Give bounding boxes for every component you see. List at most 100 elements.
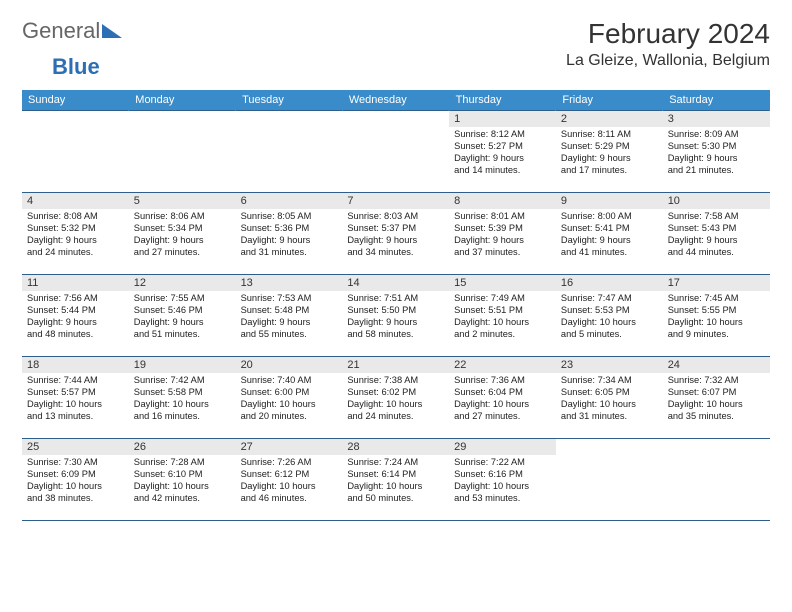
calendar-day-cell: 21Sunrise: 7:38 AMSunset: 6:02 PMDayligh…	[342, 357, 449, 439]
day-detail-line: Sunrise: 8:11 AM	[561, 129, 658, 141]
day-details: Sunrise: 8:01 AMSunset: 5:39 PMDaylight:…	[449, 209, 556, 261]
day-detail-line: Sunrise: 7:55 AM	[134, 293, 231, 305]
day-number: 17	[663, 275, 770, 291]
day-details: Sunrise: 7:42 AMSunset: 5:58 PMDaylight:…	[129, 373, 236, 425]
day-detail-line: Daylight: 9 hours	[668, 153, 765, 165]
calendar-day-cell: 20Sunrise: 7:40 AMSunset: 6:00 PMDayligh…	[236, 357, 343, 439]
day-detail-line: Sunset: 5:53 PM	[561, 305, 658, 317]
day-detail-line: and 41 minutes.	[561, 247, 658, 259]
calendar-week-row: 1Sunrise: 8:12 AMSunset: 5:27 PMDaylight…	[22, 111, 770, 193]
day-details: Sunrise: 7:26 AMSunset: 6:12 PMDaylight:…	[236, 455, 343, 507]
weekday-header: Tuesday	[236, 90, 343, 111]
day-detail-line: Daylight: 9 hours	[241, 317, 338, 329]
day-detail-line: Sunrise: 7:26 AM	[241, 457, 338, 469]
calendar-day-cell: 4Sunrise: 8:08 AMSunset: 5:32 PMDaylight…	[22, 193, 129, 275]
day-detail-line: Sunrise: 7:45 AM	[668, 293, 765, 305]
day-detail-line: Sunset: 5:37 PM	[347, 223, 444, 235]
day-detail-line: Sunset: 5:44 PM	[27, 305, 124, 317]
weekday-header: Saturday	[663, 90, 770, 111]
day-detail-line: and 31 minutes.	[561, 411, 658, 423]
day-detail-line: and 31 minutes.	[241, 247, 338, 259]
day-detail-line: Sunrise: 8:01 AM	[454, 211, 551, 223]
day-number: 5	[129, 193, 236, 209]
logo-triangle-icon	[102, 18, 122, 44]
calendar-day-cell: 5Sunrise: 8:06 AMSunset: 5:34 PMDaylight…	[129, 193, 236, 275]
calendar-day-cell: 17Sunrise: 7:45 AMSunset: 5:55 PMDayligh…	[663, 275, 770, 357]
calendar-day-cell: 11Sunrise: 7:56 AMSunset: 5:44 PMDayligh…	[22, 275, 129, 357]
day-number: 29	[449, 439, 556, 455]
calendar-day-cell	[129, 111, 236, 193]
day-detail-line: Sunset: 5:51 PM	[454, 305, 551, 317]
day-detail-line: and 24 minutes.	[27, 247, 124, 259]
day-number: 27	[236, 439, 343, 455]
day-detail-line: Sunrise: 8:03 AM	[347, 211, 444, 223]
day-detail-line: Sunset: 5:41 PM	[561, 223, 658, 235]
day-detail-line: and 9 minutes.	[668, 329, 765, 341]
day-detail-line: Sunset: 5:36 PM	[241, 223, 338, 235]
day-detail-line: Sunrise: 7:42 AM	[134, 375, 231, 387]
day-detail-line: Daylight: 10 hours	[454, 399, 551, 411]
day-number: 4	[22, 193, 129, 209]
day-detail-line: Sunrise: 7:32 AM	[668, 375, 765, 387]
calendar-day-cell: 13Sunrise: 7:53 AMSunset: 5:48 PMDayligh…	[236, 275, 343, 357]
weekday-header-row: Sunday Monday Tuesday Wednesday Thursday…	[22, 90, 770, 111]
day-detail-line: and 58 minutes.	[347, 329, 444, 341]
day-details: Sunrise: 7:56 AMSunset: 5:44 PMDaylight:…	[22, 291, 129, 343]
day-details: Sunrise: 8:00 AMSunset: 5:41 PMDaylight:…	[556, 209, 663, 261]
day-detail-line: and 38 minutes.	[27, 493, 124, 505]
day-detail-line: Sunset: 5:46 PM	[134, 305, 231, 317]
day-detail-line: Sunrise: 7:30 AM	[27, 457, 124, 469]
day-detail-line: Daylight: 9 hours	[134, 235, 231, 247]
calendar-day-cell: 28Sunrise: 7:24 AMSunset: 6:14 PMDayligh…	[342, 439, 449, 521]
calendar-body: 1Sunrise: 8:12 AMSunset: 5:27 PMDaylight…	[22, 111, 770, 521]
calendar-day-cell: 12Sunrise: 7:55 AMSunset: 5:46 PMDayligh…	[129, 275, 236, 357]
day-number: 7	[342, 193, 449, 209]
day-details: Sunrise: 7:24 AMSunset: 6:14 PMDaylight:…	[342, 455, 449, 507]
day-number: 18	[22, 357, 129, 373]
calendar-day-cell: 26Sunrise: 7:28 AMSunset: 6:10 PMDayligh…	[129, 439, 236, 521]
day-number: 24	[663, 357, 770, 373]
day-detail-line: Sunset: 6:05 PM	[561, 387, 658, 399]
calendar-week-row: 11Sunrise: 7:56 AMSunset: 5:44 PMDayligh…	[22, 275, 770, 357]
calendar-day-cell	[22, 111, 129, 193]
day-detail-line: Sunrise: 8:08 AM	[27, 211, 124, 223]
calendar-day-cell: 2Sunrise: 8:11 AMSunset: 5:29 PMDaylight…	[556, 111, 663, 193]
calendar-week-row: 18Sunrise: 7:44 AMSunset: 5:57 PMDayligh…	[22, 357, 770, 439]
day-detail-line: and 44 minutes.	[668, 247, 765, 259]
day-detail-line: Sunrise: 7:36 AM	[454, 375, 551, 387]
calendar-day-cell: 3Sunrise: 8:09 AMSunset: 5:30 PMDaylight…	[663, 111, 770, 193]
calendar-day-cell: 1Sunrise: 8:12 AMSunset: 5:27 PMDaylight…	[449, 111, 556, 193]
calendar-day-cell: 9Sunrise: 8:00 AMSunset: 5:41 PMDaylight…	[556, 193, 663, 275]
day-detail-line: Daylight: 9 hours	[347, 235, 444, 247]
day-detail-line: and 14 minutes.	[454, 165, 551, 177]
day-detail-line: Daylight: 9 hours	[241, 235, 338, 247]
day-detail-line: Sunset: 6:14 PM	[347, 469, 444, 481]
day-detail-line: Sunrise: 8:05 AM	[241, 211, 338, 223]
day-detail-line: and 16 minutes.	[134, 411, 231, 423]
day-detail-line: and 27 minutes.	[134, 247, 231, 259]
day-detail-line: Sunrise: 7:38 AM	[347, 375, 444, 387]
day-detail-line: Sunset: 6:16 PM	[454, 469, 551, 481]
calendar-day-cell: 25Sunrise: 7:30 AMSunset: 6:09 PMDayligh…	[22, 439, 129, 521]
day-detail-line: Daylight: 10 hours	[241, 481, 338, 493]
day-detail-line: Daylight: 9 hours	[561, 235, 658, 247]
day-detail-line: and 42 minutes.	[134, 493, 231, 505]
day-details: Sunrise: 7:30 AMSunset: 6:09 PMDaylight:…	[22, 455, 129, 507]
weekday-header: Monday	[129, 90, 236, 111]
calendar-day-cell: 22Sunrise: 7:36 AMSunset: 6:04 PMDayligh…	[449, 357, 556, 439]
day-detail-line: Daylight: 10 hours	[454, 481, 551, 493]
day-number: 23	[556, 357, 663, 373]
calendar-day-cell: 14Sunrise: 7:51 AMSunset: 5:50 PMDayligh…	[342, 275, 449, 357]
day-details: Sunrise: 7:58 AMSunset: 5:43 PMDaylight:…	[663, 209, 770, 261]
day-detail-line: and 53 minutes.	[454, 493, 551, 505]
calendar-day-cell: 7 Sunrise: 8:03 AMSunset: 5:37 PMDaylight…	[342, 193, 449, 275]
day-detail-line: Sunrise: 8:09 AM	[668, 129, 765, 141]
day-detail-line: Sunset: 5:34 PM	[134, 223, 231, 235]
day-detail-line: Daylight: 9 hours	[27, 317, 124, 329]
day-details: Sunrise: 7:36 AMSunset: 6:04 PMDaylight:…	[449, 373, 556, 425]
day-detail-line: Daylight: 10 hours	[561, 317, 658, 329]
day-detail-line: Sunset: 6:09 PM	[27, 469, 124, 481]
day-number: 19	[129, 357, 236, 373]
calendar-day-cell: 6Sunrise: 8:05 AMSunset: 5:36 PMDaylight…	[236, 193, 343, 275]
weekday-header: Thursday	[449, 90, 556, 111]
